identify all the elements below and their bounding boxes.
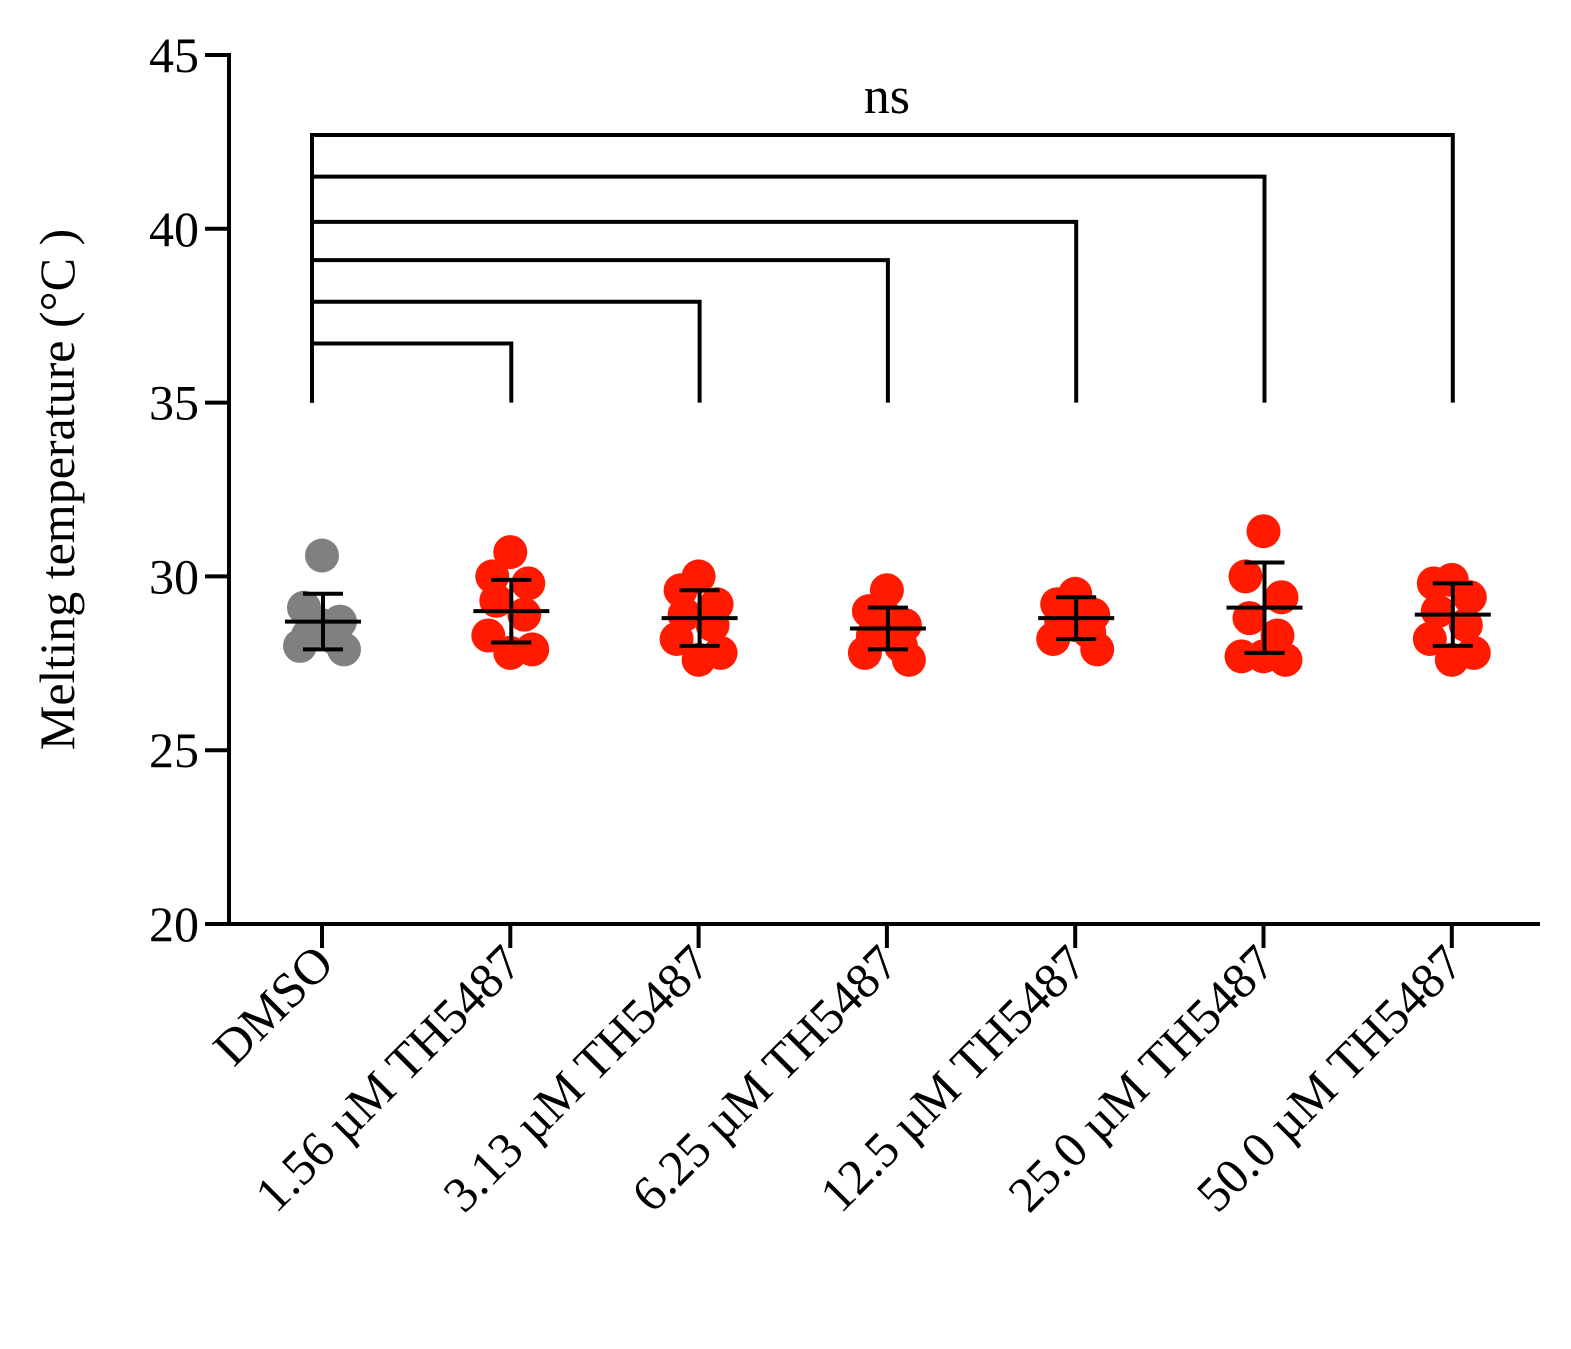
- data-series: [283, 514, 1491, 677]
- data-point: [507, 597, 542, 632]
- y-tick-label: 45: [149, 27, 199, 83]
- data-point: [511, 566, 546, 601]
- significance-bracket: [310, 341, 514, 403]
- data-point: [493, 535, 528, 570]
- y-tick-label: 30: [149, 548, 199, 604]
- axes: [205, 53, 1540, 948]
- data-point: [327, 632, 361, 667]
- data-point: [1420, 594, 1455, 629]
- x-tick-label: DMSO: [202, 934, 344, 1076]
- significance-brackets: [310, 132, 1455, 403]
- data-point: [283, 628, 317, 663]
- y-axis-label: Melting temperature (°C ): [29, 229, 85, 750]
- data-point: [1228, 559, 1263, 594]
- data-point: [1246, 639, 1281, 674]
- data-point: [305, 538, 339, 573]
- significance-annotation: ns: [864, 68, 910, 125]
- significance-bracket: [310, 219, 1079, 403]
- y-tick-label: 40: [149, 201, 199, 257]
- significance-bracket: [310, 174, 1267, 403]
- data-point: [1434, 642, 1469, 677]
- significance-bracket: [310, 132, 1455, 403]
- data-point: [1452, 580, 1487, 615]
- y-tick-label: 35: [149, 375, 199, 431]
- significance-bracket: [310, 258, 890, 403]
- significance-bracket: [310, 299, 702, 403]
- y-tick-label: 20: [149, 896, 199, 952]
- data-point: [1246, 514, 1281, 549]
- y-tick-label: 25: [149, 722, 199, 778]
- data-point: [847, 635, 882, 670]
- data-point: [681, 642, 716, 677]
- error-bars: [285, 560, 1491, 655]
